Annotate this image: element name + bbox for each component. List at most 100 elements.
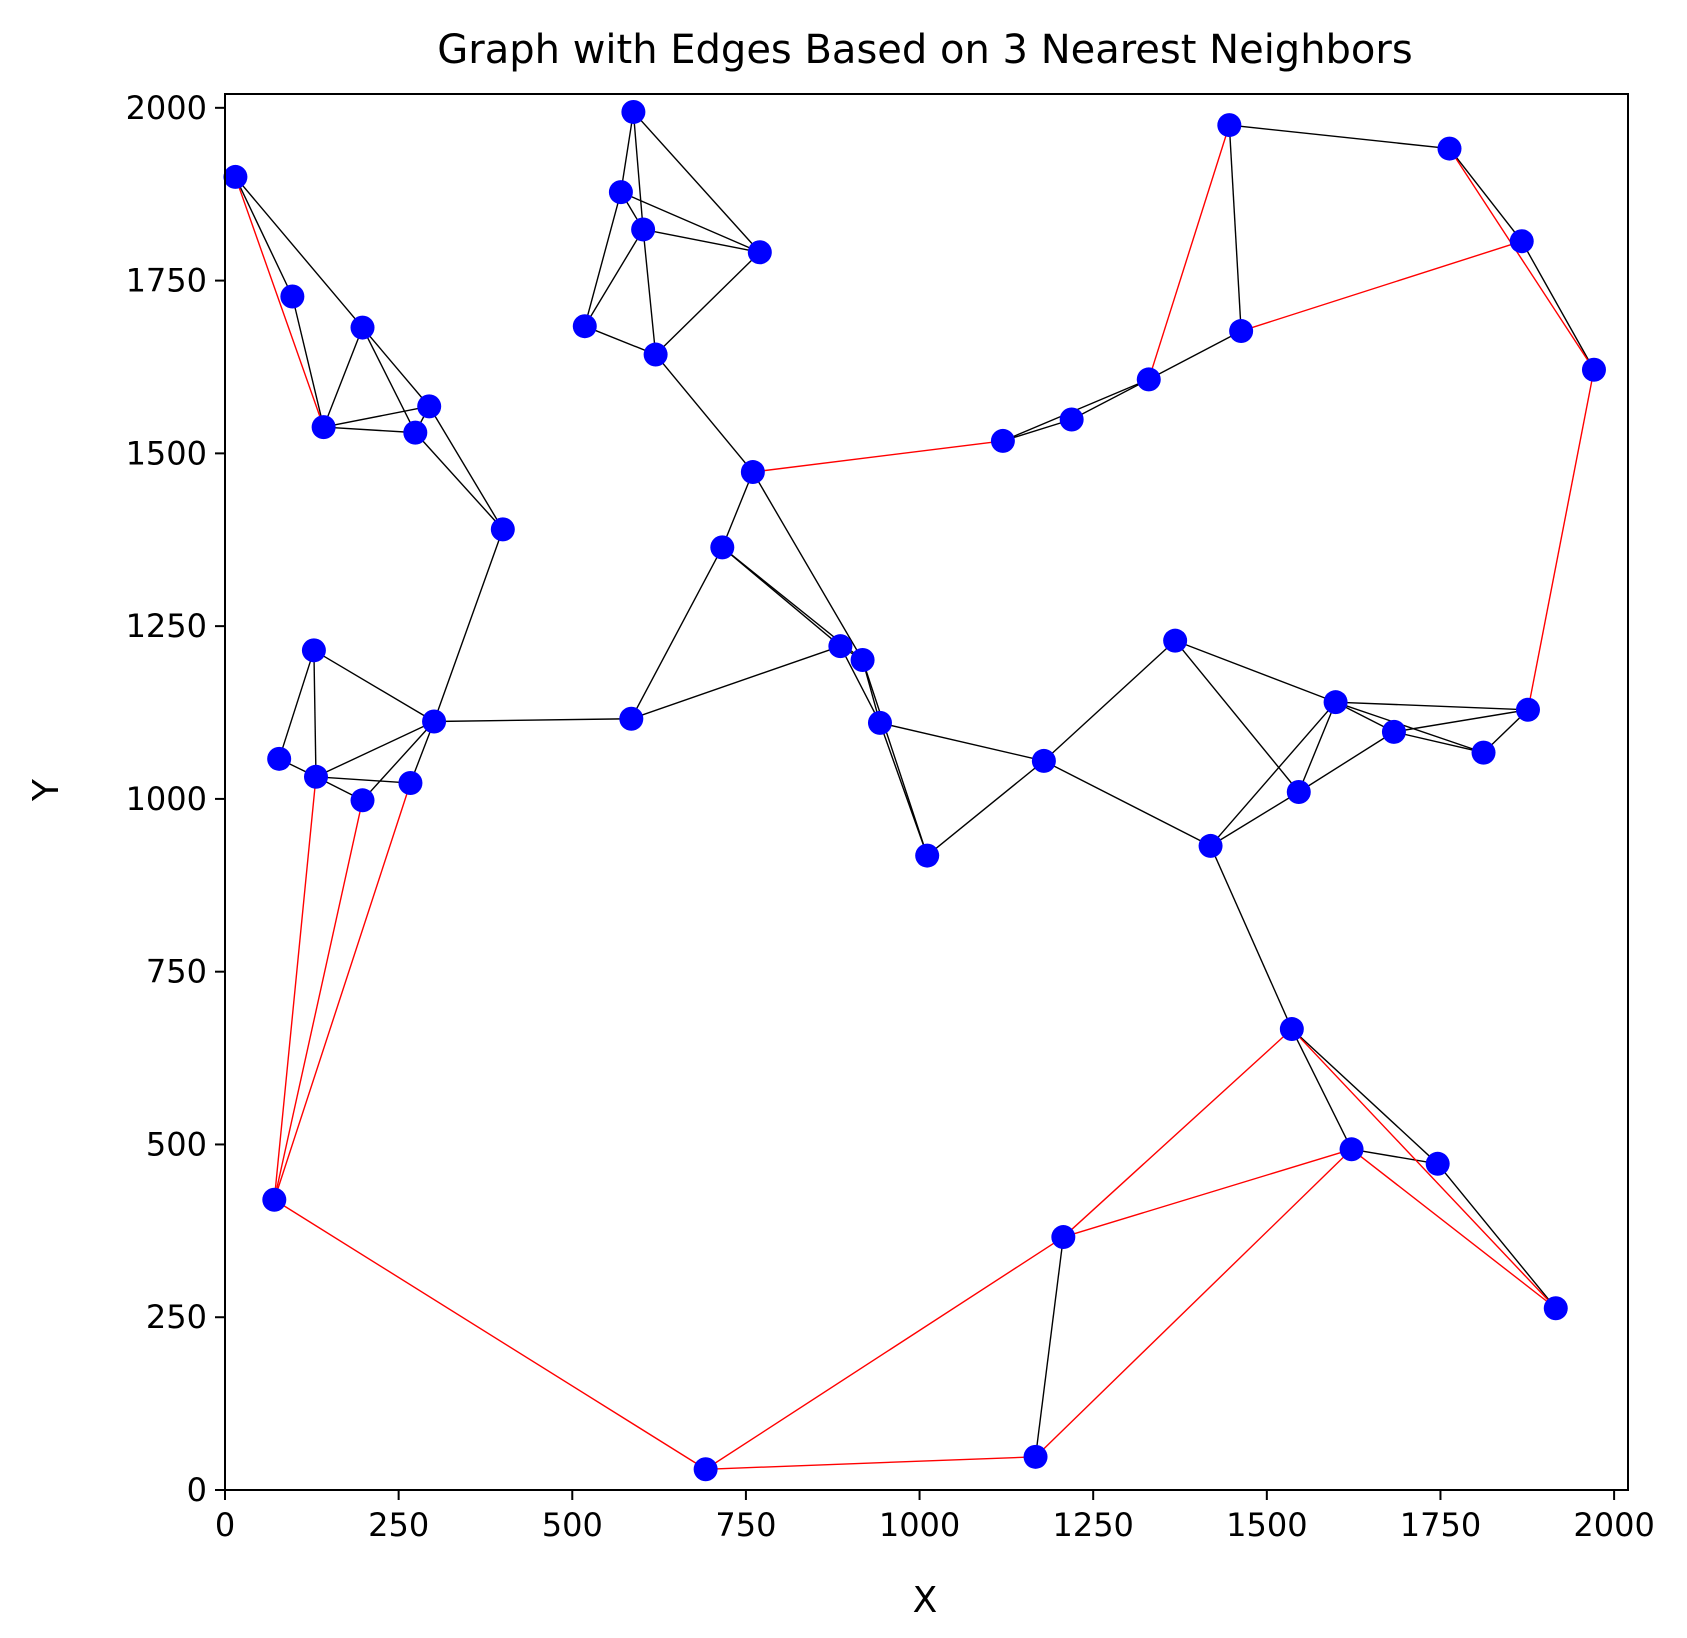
edge-2 (291, 296, 325, 428)
edge-20 (315, 776, 411, 784)
node-7 (621, 99, 646, 124)
edge-6 (323, 405, 430, 428)
node-13 (1217, 113, 1242, 138)
edge-45 (879, 722, 1045, 762)
y-tick-label-3: 750 (146, 953, 207, 991)
y-tick-label-0: 0 (187, 1471, 207, 1509)
highlight-edge-6 (273, 776, 317, 1200)
node-39 (1515, 697, 1540, 722)
edge-5 (323, 426, 416, 434)
edge-30 (632, 111, 644, 230)
x-axis: 0 250 500 750 1000 1250 1500 1750 2000 (215, 1490, 1655, 1544)
node-36 (1323, 690, 1348, 715)
edge-14 (362, 721, 435, 801)
highlight-edge-2 (1148, 124, 1230, 380)
node-17 (1229, 319, 1254, 344)
highlight-edge-0 (234, 176, 325, 428)
edge-57 (1298, 731, 1395, 793)
edge-33 (620, 191, 761, 253)
edge-11 (433, 529, 504, 722)
node-3 (311, 415, 336, 440)
node-0 (223, 164, 248, 189)
edge-37 (642, 229, 657, 355)
chart-title: Graph with Edges Based on 3 Nearest Neig… (437, 27, 1412, 73)
y-tick-label-2: 500 (146, 1125, 207, 1163)
node-28 (1163, 628, 1188, 653)
highlight-edge-14 (1035, 1148, 1353, 1458)
node-14 (1437, 136, 1462, 161)
node-40 (1286, 780, 1311, 804)
edge-0 (234, 176, 294, 297)
highlight-edge-3 (1240, 240, 1522, 332)
edge-29 (620, 111, 635, 193)
x-tick-label-3: 750 (715, 1506, 776, 1544)
edge-13 (315, 720, 435, 778)
node-44 (1425, 1151, 1450, 1176)
edge-10 (414, 432, 504, 530)
y-tick-label-1: 250 (146, 1298, 207, 1336)
node-48 (693, 1457, 718, 1482)
edge-12 (313, 649, 435, 723)
edge-53 (1335, 701, 1529, 711)
node-31 (301, 638, 326, 663)
edge-22 (630, 547, 723, 720)
node-35 (398, 771, 423, 796)
node-34 (350, 788, 375, 813)
edge-39 (584, 325, 656, 356)
node-11 (572, 314, 597, 339)
edge-52 (1335, 701, 1484, 754)
node-2 (350, 315, 375, 340)
edge-9 (361, 327, 430, 407)
edge-55 (1393, 731, 1484, 754)
node-9 (631, 217, 656, 242)
node-18 (1136, 367, 1161, 392)
node-23 (828, 634, 853, 659)
edge-62 (1291, 1028, 1353, 1150)
node-43 (1339, 1137, 1364, 1162)
node-29 (619, 706, 644, 731)
edge-36 (642, 228, 760, 253)
edge-72 (1071, 378, 1150, 421)
highlight-edge-5 (1527, 369, 1595, 710)
node-4 (403, 420, 428, 445)
nodes-layer (223, 99, 1606, 1482)
highlight-edge-11 (705, 1456, 1036, 1470)
edge-50 (1174, 640, 1300, 793)
y-tick-label-7: 1750 (126, 262, 207, 300)
node-25 (867, 710, 892, 735)
x-tick-label-2: 500 (542, 1506, 603, 1544)
edge-35 (584, 229, 644, 327)
node-12 (643, 342, 668, 367)
x-tick-label-6: 1500 (1226, 1506, 1307, 1544)
node-45 (1543, 1296, 1568, 1321)
edge-41 (839, 645, 881, 724)
edge-67 (1229, 124, 1450, 150)
highlight-edge-15 (1351, 1148, 1557, 1309)
highlight-edge-10 (705, 1236, 1064, 1470)
highlight-edge-4 (1448, 148, 1595, 371)
node-47 (1023, 1444, 1048, 1469)
y-tick-label-4: 1000 (126, 780, 207, 818)
edge-68 (1228, 125, 1242, 332)
edge-69 (1448, 148, 1523, 242)
highlight-edge-9 (273, 1199, 707, 1470)
node-8 (608, 180, 633, 205)
node-15 (1509, 229, 1534, 254)
edge-48 (1043, 760, 1211, 847)
node-6 (490, 517, 515, 542)
highlight-edges-layer (234, 124, 1595, 1470)
edge-3 (322, 327, 364, 428)
node-32 (267, 746, 292, 771)
node-5 (417, 394, 442, 419)
edge-21 (434, 718, 632, 723)
node-46 (1051, 1225, 1076, 1250)
edge-27 (752, 471, 864, 661)
highlight-edge-1 (752, 440, 1003, 473)
node-26 (915, 843, 940, 868)
edge-43 (861, 659, 928, 856)
y-tick-label-5: 1250 (126, 607, 207, 645)
edge-63 (1291, 1028, 1439, 1165)
edge-28 (655, 354, 754, 473)
